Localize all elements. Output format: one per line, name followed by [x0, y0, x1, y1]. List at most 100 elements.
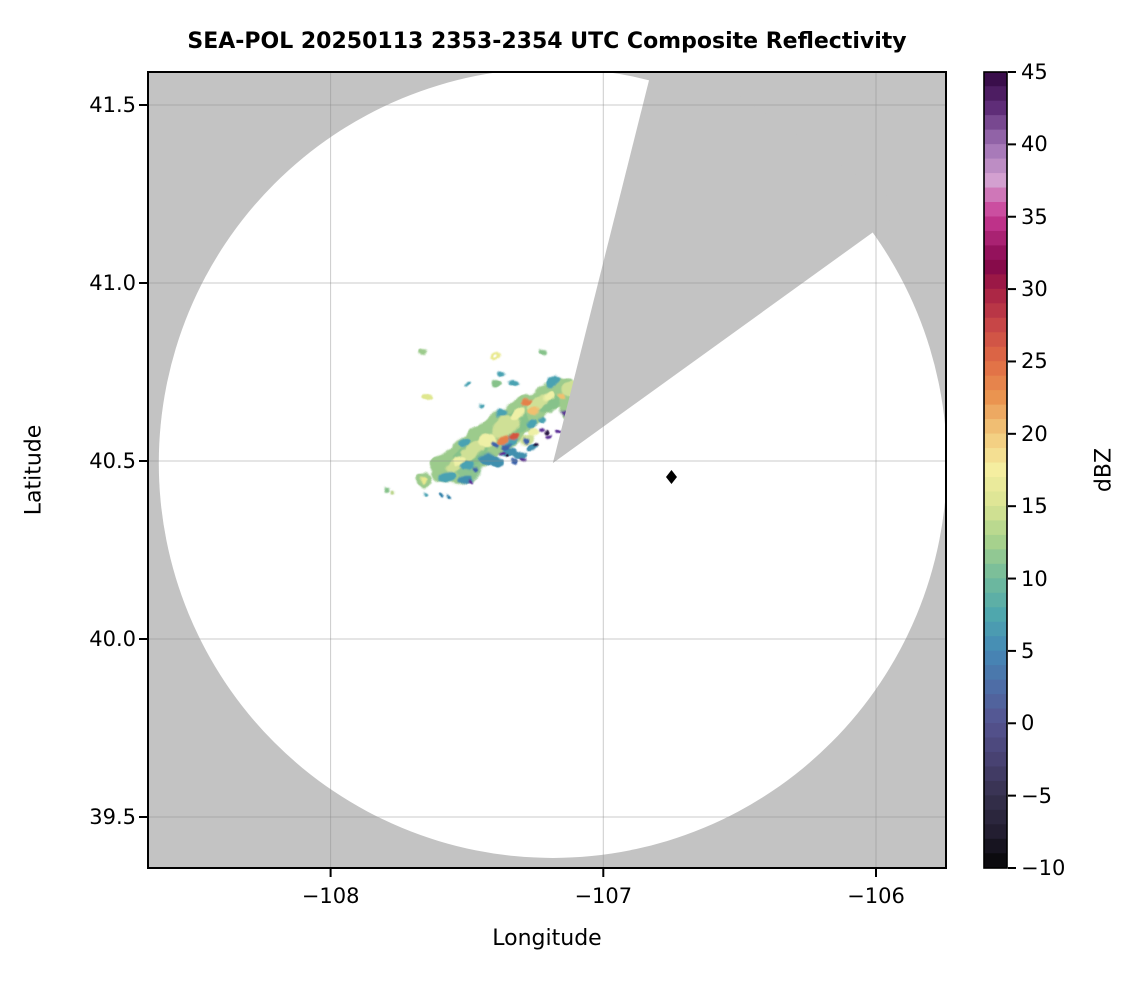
echo-cell: [479, 453, 499, 465]
echo-cell: [455, 453, 461, 457]
colorbar-band: [984, 737, 1007, 753]
colorbar-tick-label: 15: [1021, 494, 1048, 519]
colorbar: [983, 71, 1016, 869]
echo-cell: [491, 441, 499, 447]
echo-cell: [473, 468, 479, 472]
echo-cell: [497, 434, 509, 444]
x-tick-label: −107: [574, 884, 633, 908]
echo-cell: [499, 369, 507, 375]
colorbar-band: [984, 809, 1007, 825]
colorbar-tick-label: 30: [1021, 277, 1048, 302]
colorbar-band: [984, 708, 1007, 724]
echo-cell: [465, 381, 471, 385]
colorbar-band: [984, 607, 1007, 623]
echo-cell: [453, 456, 465, 466]
echo-cell: [505, 454, 509, 458]
colorbar-tick-label: 5: [1021, 638, 1035, 663]
echo-cell: [525, 419, 537, 429]
colorbar-band: [984, 187, 1007, 203]
colorbar-band: [984, 173, 1007, 189]
colorbar-tick-label: 40: [1021, 132, 1048, 157]
colorbar-band: [984, 694, 1007, 710]
gridlines: [148, 72, 946, 868]
echo-cell: [438, 470, 456, 484]
echo-cell: [528, 428, 538, 436]
blocked-sector: [552, 72, 906, 464]
echo-cell: [522, 398, 532, 406]
echo-cell: [446, 495, 450, 499]
echo-cell: [511, 406, 527, 420]
colorbar-band: [984, 158, 1007, 174]
site-marker-diamond: [665, 470, 677, 485]
echo-cell: [421, 477, 427, 483]
echo-cell: [543, 391, 555, 401]
colorbar-band: [984, 259, 1007, 275]
x-tick-label: −106: [847, 884, 905, 908]
echo-cell: [546, 435, 552, 439]
y-tick-label: 40.5: [89, 449, 136, 473]
echo-cell: [385, 486, 391, 492]
echo-cell: [529, 406, 539, 416]
colorbar-band: [984, 766, 1007, 782]
colorbar-band: [984, 636, 1007, 652]
echo-cell: [439, 494, 443, 498]
colorbar-band: [984, 375, 1007, 391]
echo-cell: [499, 451, 505, 455]
y-tick-label: 41.0: [89, 271, 136, 295]
colorbar-band: [984, 144, 1007, 160]
colorbar-band: [984, 723, 1007, 738]
colorbar-band: [984, 853, 1007, 869]
colorbar-tick-label: 0: [1021, 711, 1035, 736]
colorbar-tick-label: −5: [1021, 783, 1052, 808]
colorbar-band: [984, 390, 1007, 406]
echo-cell: [509, 434, 517, 440]
echo-cell: [544, 431, 548, 435]
y-tick-label: 40.0: [89, 627, 136, 651]
colorbar-band: [984, 288, 1007, 304]
echo-cell: [459, 437, 469, 445]
echo-cell: [560, 412, 566, 416]
echo-cell: [558, 393, 566, 399]
colorbar-tick-label: 25: [1021, 349, 1048, 374]
echo-cell: [510, 459, 518, 465]
echo-cell: [538, 428, 544, 432]
colorbar-band: [984, 216, 1007, 232]
echo-cell: [546, 376, 560, 388]
echo-cell: [419, 349, 427, 355]
echo-cell: [522, 438, 530, 444]
colorbar-band: [984, 245, 1007, 261]
echo-cell: [423, 490, 427, 494]
colorbar-band: [984, 780, 1007, 796]
colorbar-band: [984, 86, 1007, 102]
colorbar-band: [984, 650, 1007, 666]
echo-cell: [539, 350, 547, 356]
colorbar-band: [984, 534, 1007, 550]
colorbar-tick-label: 20: [1021, 421, 1048, 446]
echo-cell: [391, 491, 395, 495]
colorbar-band: [984, 665, 1007, 681]
colorbar-band: [984, 419, 1007, 435]
colorbar-tick-label: 10: [1021, 566, 1048, 591]
axis-ticks: [139, 104, 877, 877]
echo-cell: [460, 441, 484, 461]
colorbar-band: [984, 448, 1007, 464]
echo-cell: [555, 430, 561, 434]
echo-cell: [496, 409, 506, 419]
colorbar-tick-label: 45: [1021, 60, 1048, 84]
chart-title: SEA-POL 20250113 2353-2354 UTC Composite…: [187, 29, 907, 54]
echo-cell: [492, 378, 502, 386]
reflectivity-echoes: [385, 349, 599, 499]
colorbar-band: [984, 202, 1007, 217]
colorbar-band: [984, 230, 1007, 246]
y-tick-label: 41.5: [89, 93, 136, 117]
x-tick-label: −108: [301, 884, 360, 908]
colorbar-band: [984, 100, 1007, 116]
colorbar-tick-label: 35: [1021, 204, 1048, 229]
echo-cell: [477, 405, 483, 409]
colorbar-band: [984, 838, 1007, 854]
echo-cell: [520, 457, 526, 461]
colorbar-band: [984, 404, 1007, 420]
echo-cell: [468, 479, 472, 483]
